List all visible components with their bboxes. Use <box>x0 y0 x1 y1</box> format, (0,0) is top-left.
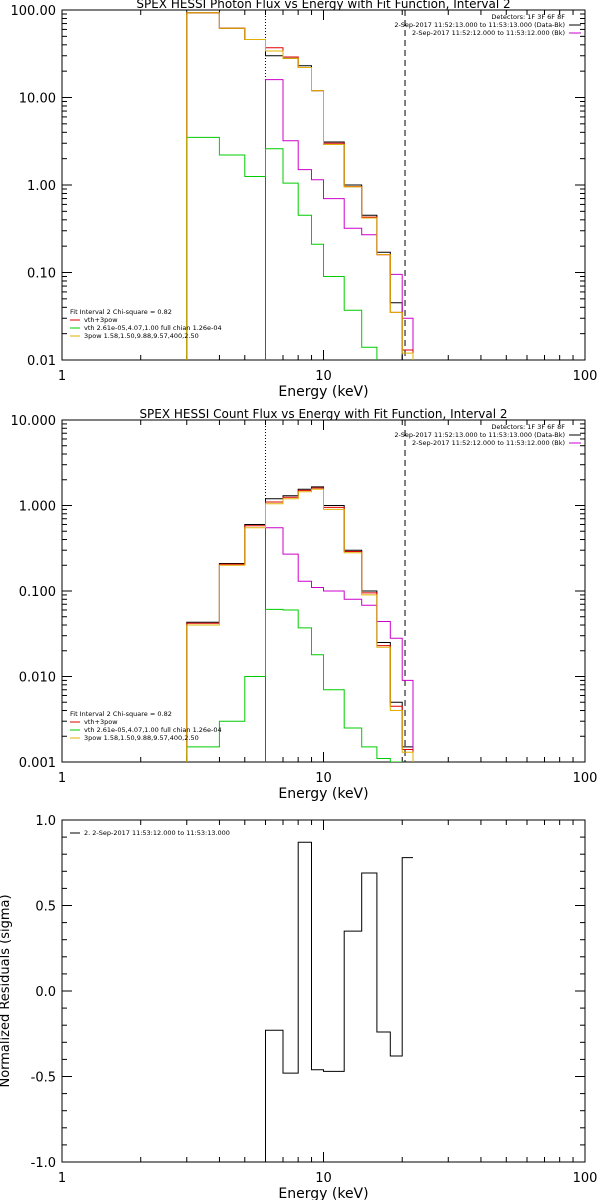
x-tick-label: 100 <box>573 1171 598 1186</box>
series-residuals <box>265 841 413 1162</box>
x-axis-label: Energy (keV) <box>278 786 368 802</box>
x-tick-label: 10 <box>315 369 332 384</box>
series-bk <box>265 527 414 762</box>
legend-title: Fit Interval 2 Chi-square = 0.82 <box>70 308 172 316</box>
legend-label: 3pow 1.58,1.50,9.88,9.57,400,2.50 <box>84 734 199 742</box>
header-line: 2-Sep-2017 11:52:12.000 to 11:53:12.000 … <box>412 29 565 37</box>
y-tick-label: -0.5 <box>31 1071 56 1086</box>
header-line: Detectors: 1F 3F 6F 8F <box>491 13 565 21</box>
header-line: 2-Sep-2017 11:52:12.000 to 11:53:12.000 … <box>412 439 565 447</box>
series-3pow <box>186 488 414 762</box>
y-tick-label: 1.00 <box>27 179 56 194</box>
chart-panel-1: SPEX HESSI Photon Flux vs Energy with Fi… <box>11 0 598 400</box>
legend-label: 3pow 1.58,1.50,9.88,9.57,400,2.50 <box>84 332 199 340</box>
legend: Fit Interval 2 Chi-square = 0.82vth+3pow… <box>70 710 222 742</box>
plot-frame <box>61 819 586 1163</box>
series-3pow <box>186 12 414 360</box>
chart-title: SPEX HESSI Photon Flux vs Energy with Fi… <box>136 0 510 11</box>
chart-title: SPEX HESSI Count Flux vs Energy with Fit… <box>139 407 507 421</box>
x-tick-label: 100 <box>573 369 598 384</box>
series-group <box>186 420 414 762</box>
series-vth <box>186 608 403 762</box>
y-tick-label: 0.001 <box>19 756 56 771</box>
y-tick-label: 0.010 <box>19 671 56 686</box>
y-tick-label: 0.0 <box>35 985 56 1000</box>
y-tick-label: 10.00 <box>19 92 56 107</box>
series-group <box>265 841 413 1162</box>
x-axis-label: Energy (keV) <box>278 384 368 400</box>
header-line: Detectors: 1F 3F 6F 8F <box>491 423 565 431</box>
x-tick-label: 10 <box>315 1171 332 1186</box>
series-data-bk <box>186 12 414 360</box>
series-vth-3pow <box>186 12 414 360</box>
legend-label: vth 2.61e-05,4.07,1.00 full chian 1.26e-… <box>84 324 222 332</box>
x-tick-label: 1 <box>58 1171 66 1186</box>
y-tick-label: 0.10 <box>27 267 56 282</box>
chart-panel-3: 1 10 100 -1.0 -0.5 0.0 0.5 1.0 Energy (keV) Norma… <box>0 814 597 1200</box>
x-axis-label: Energy (keV) <box>278 1186 368 1200</box>
x-tick-label: 10 <box>315 771 332 786</box>
legend-label: 2. 2-Sep-2017 11:53:12.000 to 11:53:13.0… <box>84 829 230 837</box>
y-tick-label: 100.00 <box>11 4 57 19</box>
legend-label: vth+3pow <box>84 718 118 726</box>
series-data-bk <box>186 486 414 762</box>
y-tick-label: 0.5 <box>35 900 56 915</box>
y-tick-label: 0.100 <box>19 585 56 600</box>
x-tick-label: 1 <box>58 369 66 384</box>
y-tick-label: 0.01 <box>27 354 56 369</box>
chart-panel-2: SPEX HESSI Count Flux vs Energy with Fit… <box>11 407 598 802</box>
legend: 2. 2-Sep-2017 11:53:12.000 to 11:53:13.0… <box>70 829 230 837</box>
y-tick-label: 10.000 <box>11 414 57 429</box>
series-group <box>186 10 414 360</box>
x-tick-label: 1 <box>58 771 66 786</box>
y-tick-label: -1.0 <box>31 1156 56 1171</box>
series-bk <box>265 79 414 360</box>
header-line: 2-Sep-2017 11:52:13.000 to 11:53:13.000 … <box>394 21 565 29</box>
legend-label: vth 2.61e-05,4.07,1.00 full chian 1.26e-… <box>84 726 222 734</box>
y-tick-label: 1.0 <box>35 814 56 829</box>
header-line: 2-Sep-2017 11:52:13.000 to 11:53:13.000 … <box>394 431 565 439</box>
y-axis-label: Normalized Residuals (sigma) <box>0 894 13 1087</box>
x-tick-label: 100 <box>573 771 598 786</box>
y-tick-label: 1.000 <box>19 500 56 515</box>
legend-title: Fit Interval 2 Chi-square = 0.82 <box>70 710 172 718</box>
series-vth <box>186 136 378 360</box>
legend: Fit Interval 2 Chi-square = 0.82vth+3pow… <box>70 308 222 340</box>
series-vth-3pow <box>186 487 414 762</box>
legend-label: vth+3pow <box>84 316 118 324</box>
